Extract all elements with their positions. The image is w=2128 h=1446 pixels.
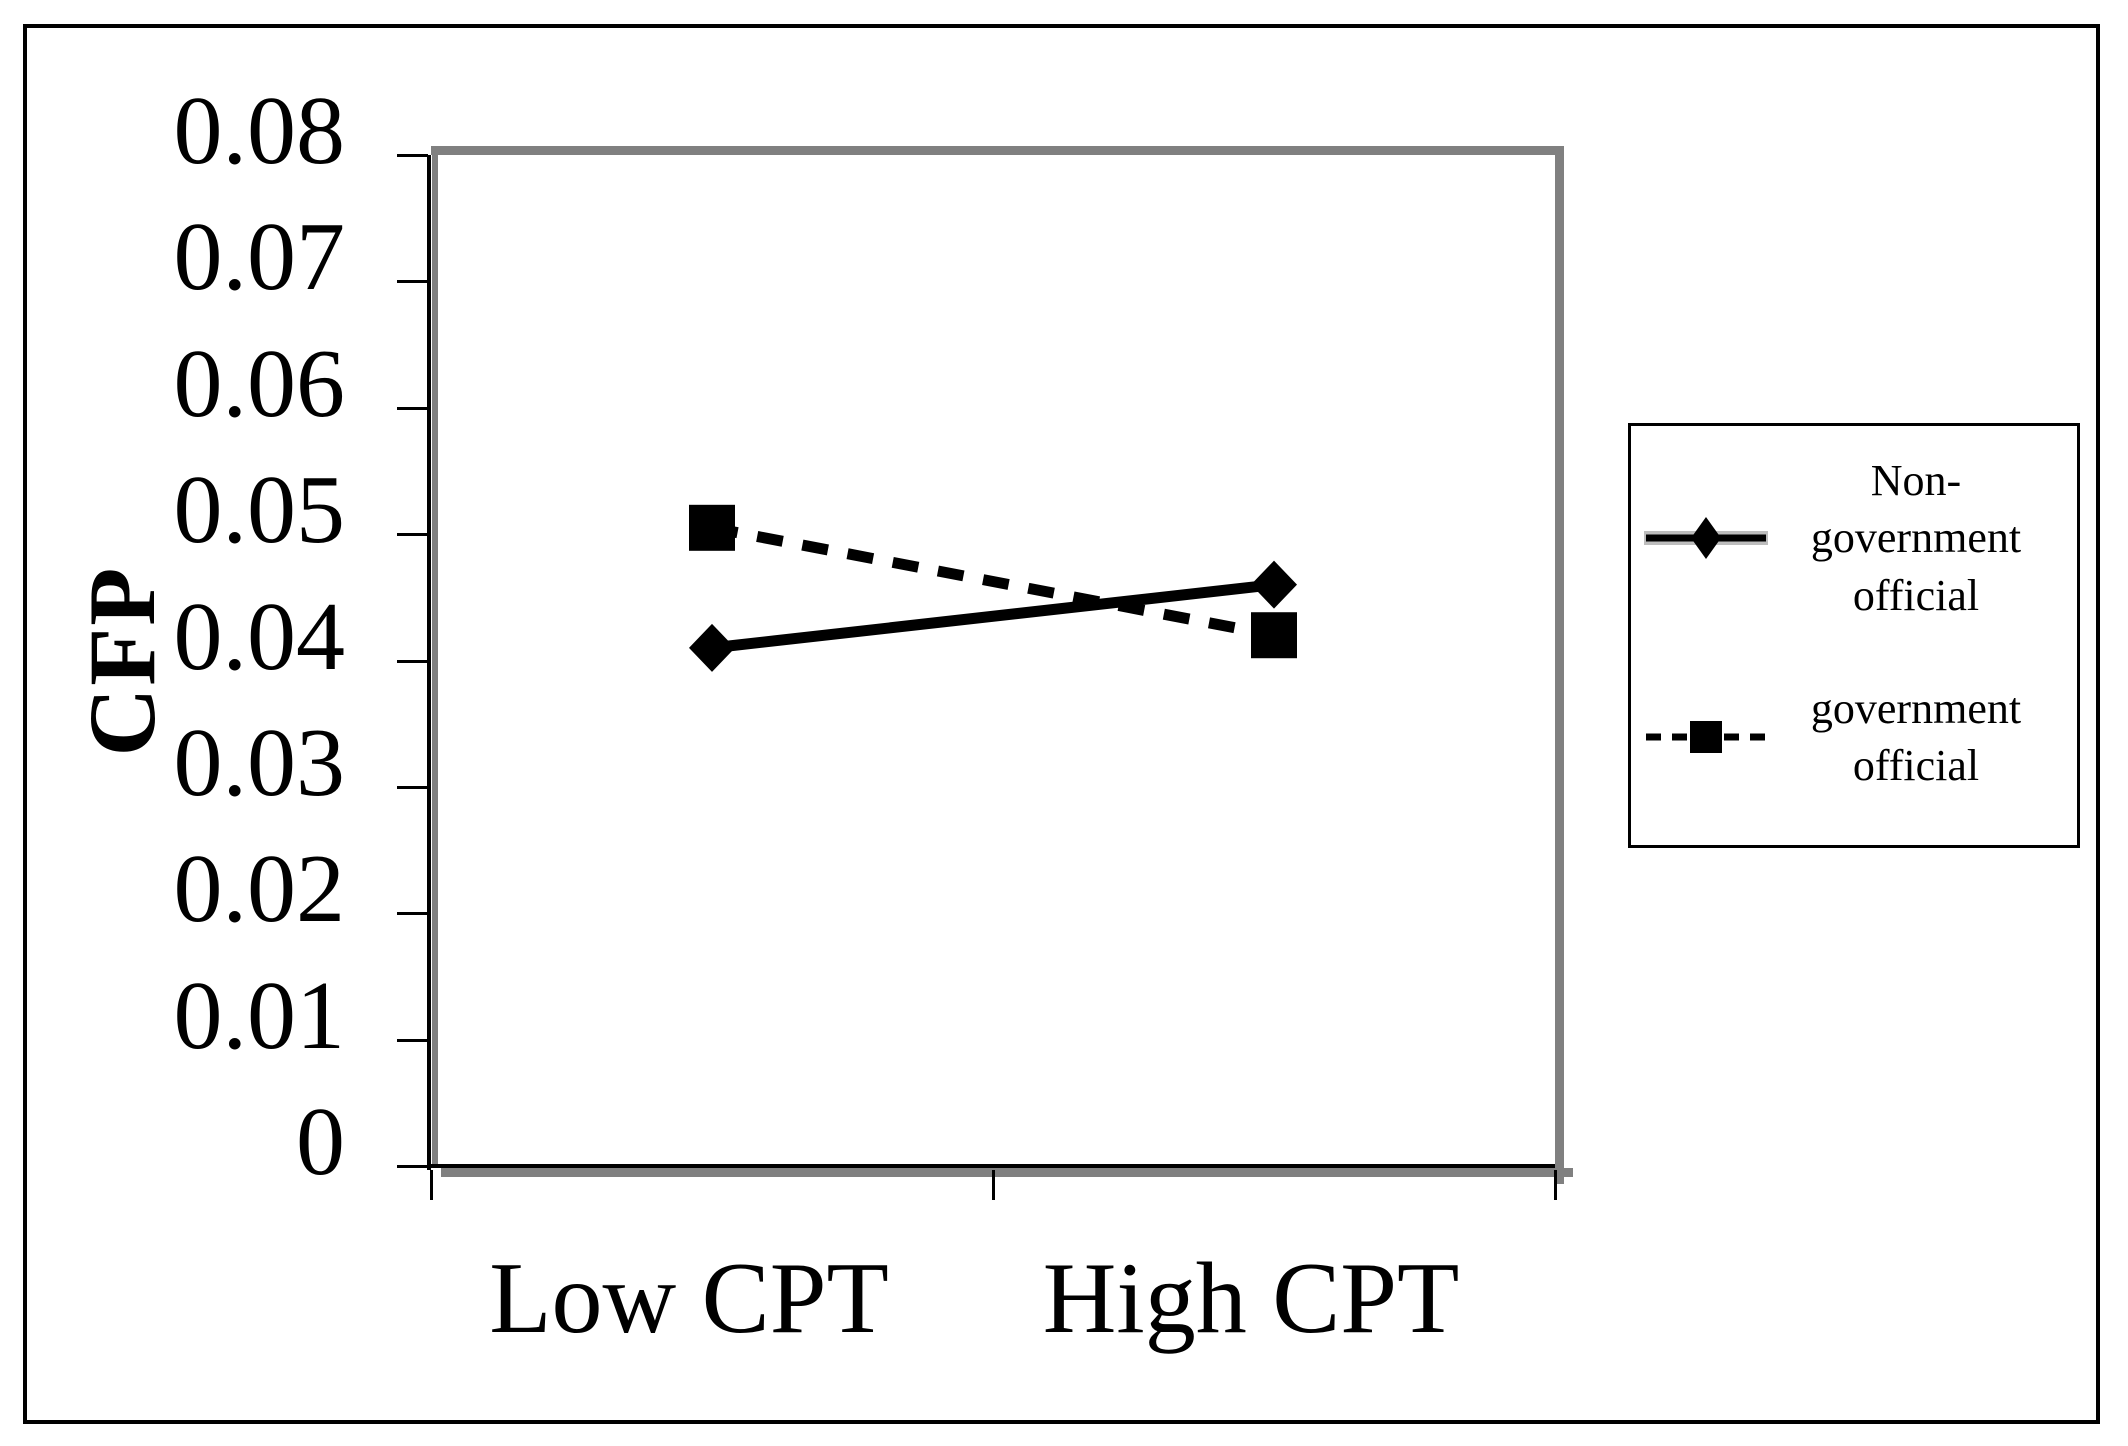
y-tick-mark <box>397 660 428 663</box>
y-tick-label: 0.02 <box>173 835 346 943</box>
y-tick-mark <box>397 154 428 157</box>
plot-area <box>397 146 1573 1200</box>
y-tick-mark <box>397 533 428 536</box>
legend-item: Non-government official <box>1631 440 2077 636</box>
y-tick-mark <box>397 1039 428 1042</box>
legend-item-label: government official <box>1810 683 2022 790</box>
y-tick-label: 0.08 <box>173 77 346 185</box>
x-category-label: High CPT <box>1042 1242 1460 1355</box>
y-tick-label: 0.06 <box>173 330 346 438</box>
y-tick-mark <box>397 786 428 789</box>
x-category-label: Low CPT <box>489 1242 889 1355</box>
plot-border-left <box>432 155 438 1166</box>
data-point-diamond <box>1251 560 1297 609</box>
y-tick-mark <box>397 407 428 410</box>
y-tick-label: 0.05 <box>173 456 346 564</box>
y-tick-label: 0.04 <box>173 583 346 691</box>
legend-item: government official <box>1631 662 2077 812</box>
plot-border-bottom <box>441 1168 1573 1177</box>
y-tick-mark <box>397 280 428 283</box>
x-axis-line <box>427 1164 1555 1168</box>
x-tick-mark <box>1554 1170 1557 1200</box>
y-tick-mark <box>397 912 428 915</box>
y-tick-label: 0.03 <box>173 709 346 817</box>
plot-border-right <box>1555 146 1564 1184</box>
y-tick-mark <box>397 1165 428 1168</box>
y-tick-label: 0 <box>296 1088 345 1196</box>
x-tick-mark <box>992 1170 995 1200</box>
data-point-diamond <box>689 623 735 672</box>
data-point-square <box>1251 612 1297 659</box>
x-tick-mark <box>430 1170 433 1200</box>
data-point-square <box>689 504 735 551</box>
legend-item-label: Non-government official <box>1810 456 2022 620</box>
legend-box: Non-government official government offici… <box>1628 423 2080 848</box>
series-line-government <box>710 522 1276 641</box>
y-axis-line <box>427 155 431 1170</box>
data-series-layer <box>689 504 1297 672</box>
y-tick-label: 0.01 <box>173 962 346 1070</box>
figure-border: CFP Non-government official government of… <box>23 24 2100 1424</box>
y-tick-label: 0.07 <box>173 203 346 311</box>
series-line-non-government <box>711 579 1275 654</box>
legend-marker-sample-diamond <box>1631 503 1781 573</box>
plot-border-top <box>431 146 1564 155</box>
legend-marker-sample-square <box>1631 702 1781 772</box>
